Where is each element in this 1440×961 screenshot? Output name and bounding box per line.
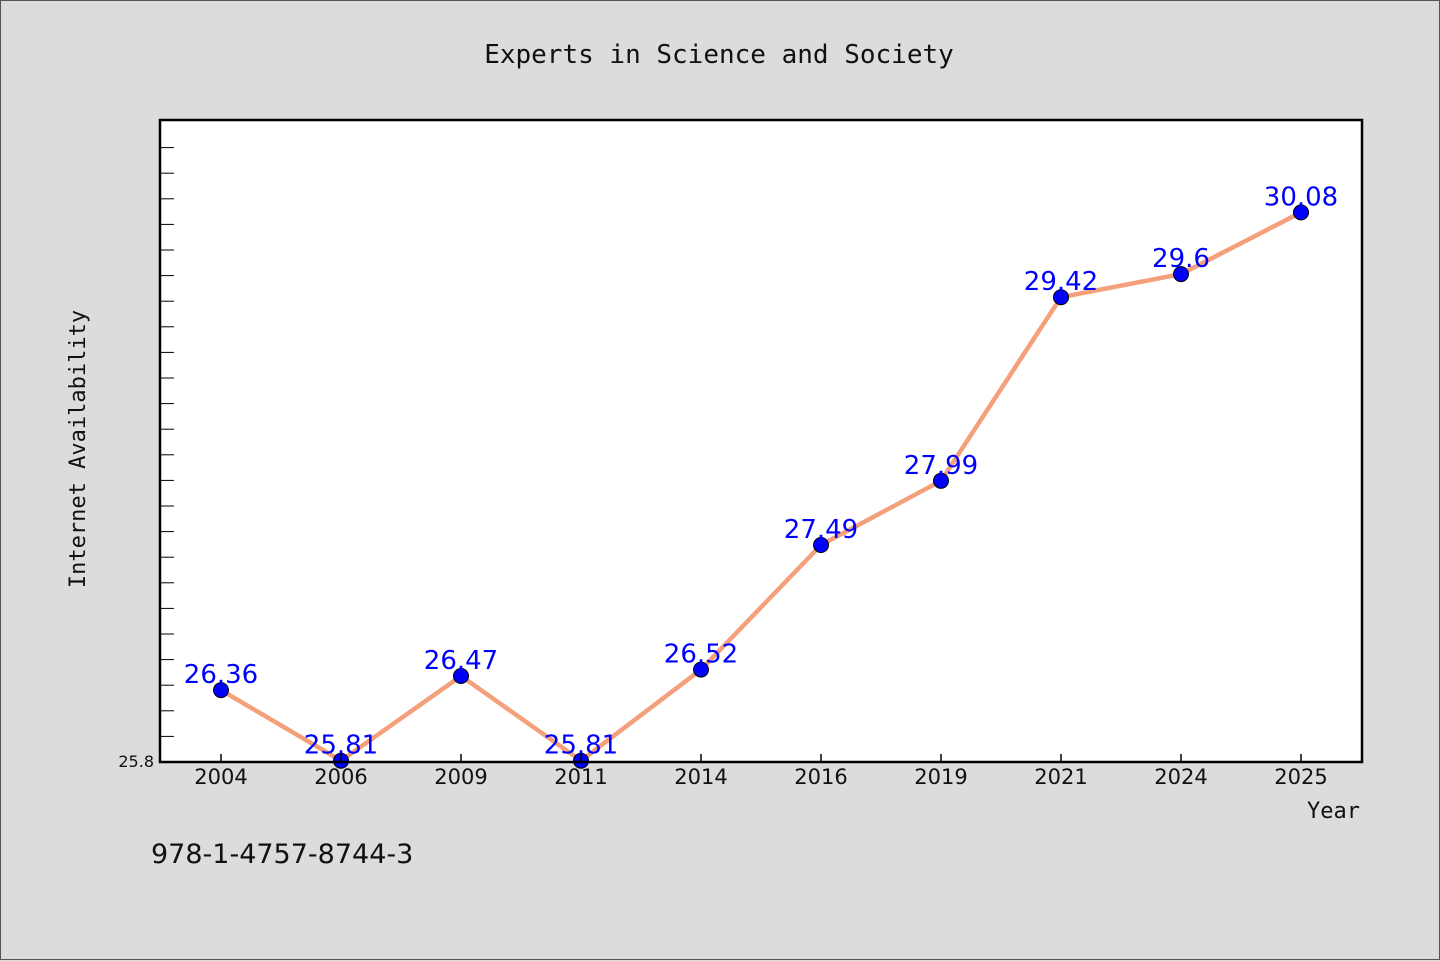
data-point (693, 661, 709, 678)
x-tick-label: 2006 (314, 765, 367, 789)
data-label: 27.49 (784, 515, 858, 545)
x-tick-label: 2004 (194, 765, 247, 789)
data-label: 26.52 (664, 640, 738, 670)
y-axis-minor-ticks (160, 147, 174, 763)
x-tick-label: 2024 (1154, 765, 1207, 789)
y-tick-label: 25.8 (118, 752, 154, 771)
x-axis-ticks: 2004 2006 2009 2011 2014 2016 2019 2021 2024 2025 (194, 754, 1328, 789)
data-label: 26.47 (424, 646, 498, 676)
series-line (218, 210, 1304, 763)
data-label: 29.6 (1152, 244, 1210, 274)
data-label: 26.36 (184, 660, 258, 690)
chart-title: Experts in Science and Society (484, 40, 954, 70)
x-tick-label: 2014 (674, 765, 727, 789)
x-tick-label: 2016 (794, 765, 847, 789)
series-group: 26.3625.8126.4725.8126.5227.4927.9929.42… (184, 182, 1338, 769)
y-axis-title: Internet Availability (66, 310, 91, 588)
plot-area (160, 120, 1362, 762)
data-point (1293, 204, 1309, 221)
data-point (933, 472, 949, 489)
x-axis-title: Year (1307, 799, 1360, 824)
x-tick-label: 2009 (434, 765, 487, 789)
x-tick-label: 2025 (1274, 765, 1327, 789)
x-tick-label: 2019 (914, 765, 967, 789)
data-point (1173, 266, 1189, 283)
data-point (1053, 289, 1069, 306)
data-label: 30.08 (1264, 182, 1338, 212)
data-label: 29.42 (1024, 267, 1098, 297)
isbn-label: 978-1-4757-8744-3 (151, 839, 413, 870)
x-tick-label: 2011 (554, 765, 607, 789)
data-point (813, 537, 829, 553)
data-point (213, 682, 229, 699)
plot-border (158, 118, 1364, 764)
data-point (453, 668, 469, 684)
x-tick-label: 2021 (1034, 765, 1087, 789)
data-label: 27.99 (904, 451, 978, 481)
